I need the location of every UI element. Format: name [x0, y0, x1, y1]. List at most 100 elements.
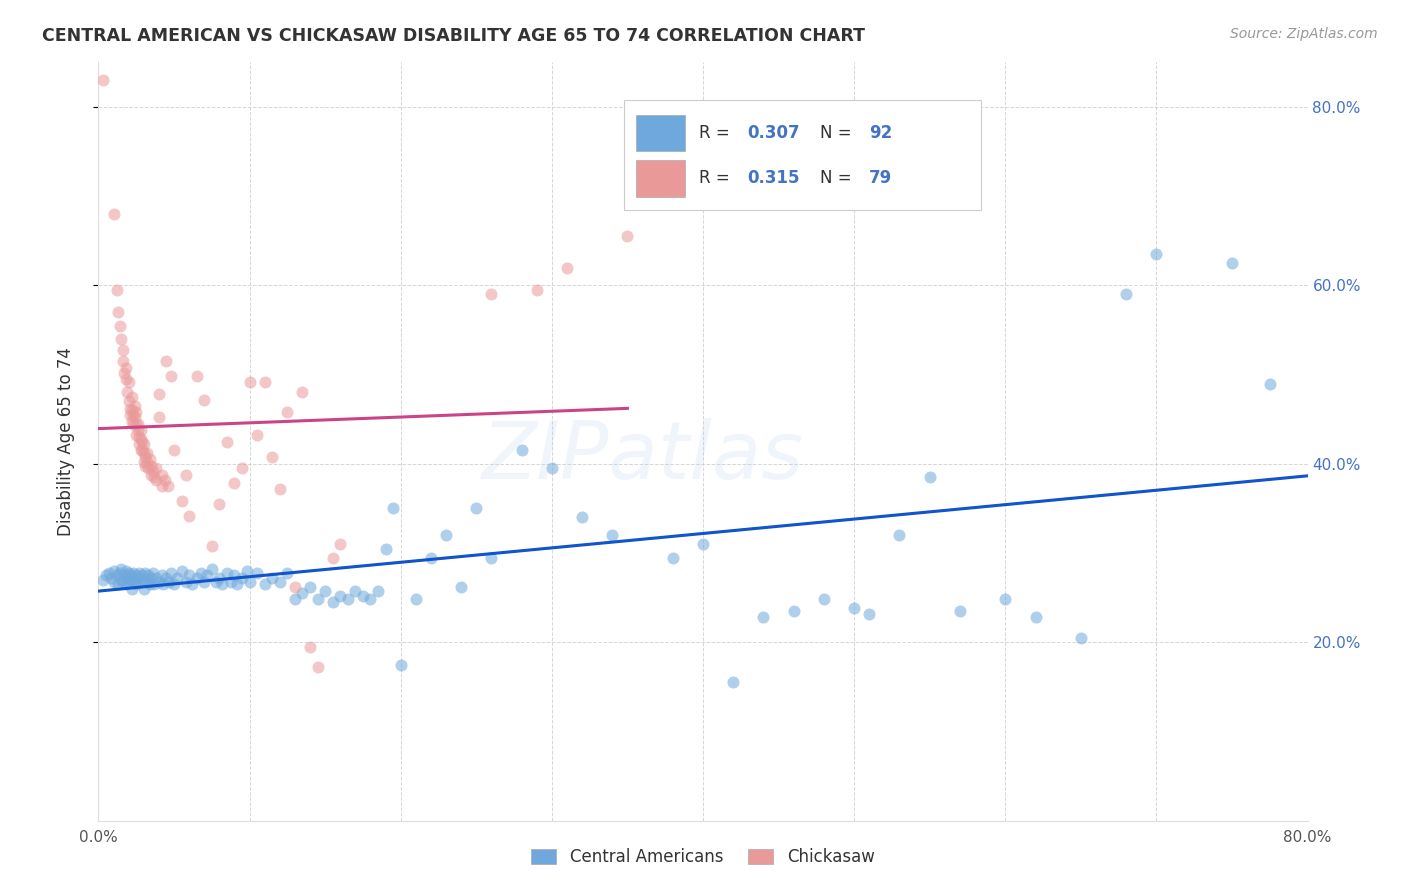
Point — [114, 577, 136, 591]
Point — [155, 354, 177, 368]
Point — [299, 580, 322, 594]
Point — [195, 568, 218, 582]
Point — [128, 430, 150, 444]
Point — [94, 568, 117, 582]
Point — [1220, 256, 1243, 270]
Point — [540, 461, 562, 475]
Point — [170, 494, 193, 508]
Point — [1144, 247, 1167, 261]
Point — [118, 566, 141, 580]
Point — [131, 434, 153, 449]
Point — [262, 450, 284, 464]
Point — [124, 410, 146, 425]
Point — [352, 589, 374, 603]
Point — [190, 566, 212, 580]
Point — [367, 583, 389, 598]
Point — [132, 573, 155, 587]
Point — [121, 582, 143, 596]
Point — [115, 571, 138, 585]
Point — [1024, 610, 1046, 624]
Point — [142, 464, 165, 478]
Point — [166, 571, 188, 585]
Point — [114, 360, 136, 375]
Text: 0.307: 0.307 — [748, 124, 800, 142]
Point — [307, 660, 329, 674]
Point — [121, 414, 143, 428]
Point — [118, 574, 141, 589]
Point — [120, 568, 142, 582]
Point — [129, 432, 152, 446]
Point — [465, 501, 488, 516]
Point — [215, 434, 238, 449]
Point — [108, 318, 131, 333]
Point — [692, 537, 714, 551]
Bar — [637, 115, 685, 151]
Point — [211, 577, 233, 591]
Point — [329, 589, 352, 603]
Point — [205, 574, 228, 589]
Point — [1258, 376, 1281, 391]
FancyBboxPatch shape — [624, 100, 981, 211]
Point — [186, 571, 208, 585]
Point — [103, 207, 125, 221]
Point — [107, 577, 129, 591]
Point — [118, 375, 141, 389]
Point — [107, 305, 129, 319]
Point — [510, 443, 533, 458]
Point — [571, 510, 593, 524]
Point — [434, 528, 457, 542]
Point — [110, 562, 132, 576]
Point — [112, 366, 135, 380]
Point — [208, 571, 231, 585]
Point — [174, 574, 197, 589]
Point — [555, 260, 578, 275]
Point — [299, 640, 322, 654]
Point — [179, 568, 201, 582]
Point — [322, 595, 344, 609]
Point — [132, 437, 155, 451]
Point — [134, 458, 156, 473]
Point — [1070, 631, 1092, 645]
Point — [314, 583, 336, 598]
Legend: Central Americans, Chickasaw: Central Americans, Chickasaw — [524, 842, 882, 873]
Point — [125, 568, 148, 582]
Point — [148, 387, 170, 401]
Point — [152, 577, 174, 591]
Point — [155, 571, 177, 585]
Text: 0.315: 0.315 — [748, 169, 800, 187]
Point — [111, 354, 134, 368]
Point — [103, 574, 125, 589]
Point — [103, 564, 125, 578]
Text: Source: ZipAtlas.com: Source: ZipAtlas.com — [1230, 27, 1378, 41]
Point — [226, 577, 249, 591]
Text: 92: 92 — [869, 124, 891, 142]
Point — [949, 604, 972, 618]
Point — [174, 467, 197, 482]
Point — [253, 375, 276, 389]
Point — [336, 592, 359, 607]
Point — [276, 405, 298, 419]
Point — [1115, 287, 1137, 301]
Bar — [637, 161, 685, 196]
Point — [616, 229, 638, 244]
Point — [526, 283, 548, 297]
Point — [163, 443, 186, 458]
Point — [139, 577, 162, 591]
Point — [889, 528, 911, 542]
Point — [160, 566, 183, 580]
Point — [253, 577, 276, 591]
Point — [150, 568, 173, 582]
Point — [127, 417, 149, 431]
Point — [170, 564, 193, 578]
Point — [145, 571, 167, 585]
Point — [382, 501, 405, 516]
Point — [844, 601, 866, 615]
Point — [239, 375, 262, 389]
Point — [141, 467, 163, 482]
Point — [858, 607, 880, 621]
Point — [115, 385, 138, 400]
Point — [124, 574, 146, 589]
Point — [329, 537, 352, 551]
Point — [143, 577, 166, 591]
Point — [246, 428, 269, 442]
